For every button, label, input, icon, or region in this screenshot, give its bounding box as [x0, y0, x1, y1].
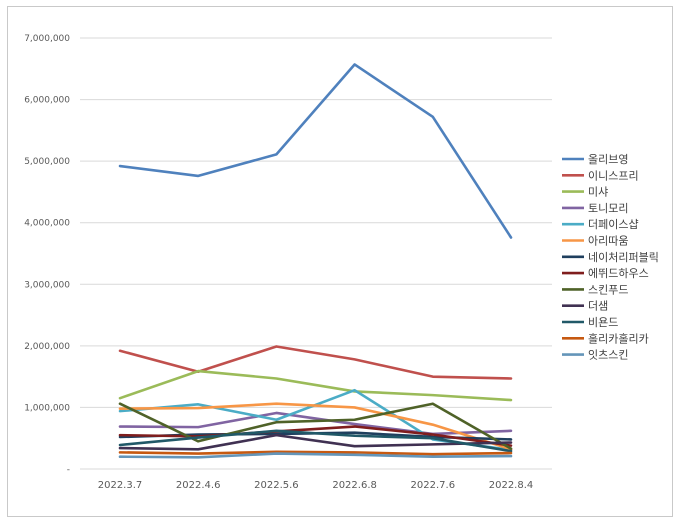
- legend-label: 비욘드: [588, 316, 618, 329]
- x-tick-label: 2022.3.7: [98, 480, 143, 491]
- series-line: [118, 433, 513, 451]
- gridlines: [80, 37, 552, 470]
- series-line: [118, 402, 513, 450]
- legend-label: 잇츠스킨: [588, 349, 628, 362]
- series-line: [118, 429, 513, 453]
- y-tick-label: 7,000,000: [24, 34, 70, 44]
- series-line: [118, 452, 513, 459]
- y-tick-label: 4,000,000: [24, 219, 70, 229]
- legend-label: 아리따움: [588, 235, 628, 248]
- legend-label: 더페이스샵: [588, 218, 639, 231]
- legend-label: 홀리카홀리카: [588, 332, 649, 345]
- legend-label: 더샘: [588, 300, 608, 313]
- series-line: [118, 345, 513, 380]
- x-tick-label: 2022.4.6: [176, 480, 221, 491]
- series-lines: [118, 63, 513, 459]
- series-line: [118, 411, 513, 436]
- y-tick-label: 5,000,000: [24, 157, 70, 167]
- legend: 올리브영이니스프리미샤토니모리더페이스샵아리따움네이처리퍼블릭에뛰드하우스스킨푸…: [562, 153, 659, 362]
- x-axis-ticks: 2022.3.7 2022.4.6 2022.5.6 2022.6.8 2022.7.6…: [98, 480, 534, 491]
- y-tick-label: 2,000,000: [24, 342, 70, 352]
- series-line: [118, 402, 513, 451]
- legend-label: 토니모리: [588, 202, 628, 215]
- y-axis-ticks: - 1,000,000 2,000,000 3,000,000 4,000,000 5,0…: [24, 34, 70, 475]
- y-tick-label: 3,000,000: [24, 280, 70, 290]
- x-tick-label: 2022.5.6: [254, 480, 299, 491]
- x-tick-label: 2022.6.8: [332, 480, 377, 491]
- legend-label: 스킨푸드: [588, 283, 628, 296]
- series-line: [118, 369, 513, 402]
- x-tick-label: 2022.8.4: [489, 480, 534, 491]
- legend-label: 네이처리퍼블릭: [588, 251, 659, 264]
- legend-label: 이니스프리: [588, 169, 639, 182]
- y-tick-label: -: [67, 465, 70, 475]
- legend-label: 올리브영: [588, 153, 628, 166]
- series-line: [118, 450, 513, 456]
- series-line: [118, 63, 513, 239]
- y-tick-label: 1,000,000: [24, 403, 70, 413]
- x-tick-label: 2022.7.6: [411, 480, 456, 491]
- legend-label: 에뛰드하우스: [588, 266, 649, 280]
- y-tick-label: 6,000,000: [24, 96, 70, 106]
- legend-label: 미샤: [588, 186, 608, 199]
- chart-frame: [7, 6, 673, 517]
